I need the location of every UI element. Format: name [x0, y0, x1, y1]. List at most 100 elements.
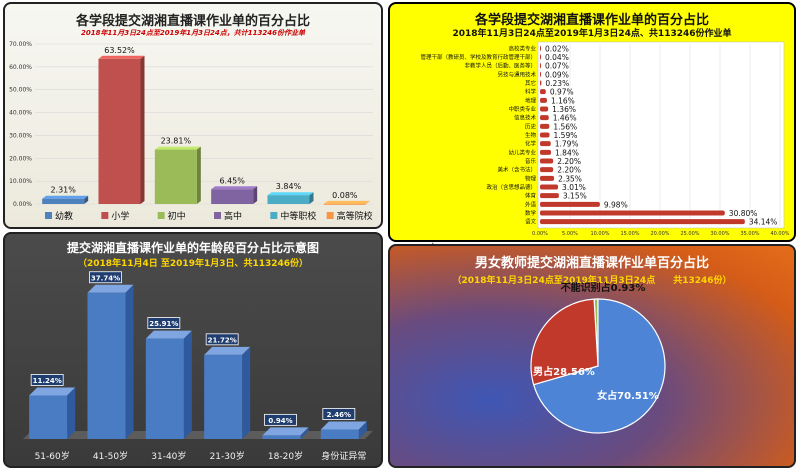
chart1-bar: [98, 58, 141, 204]
chart1-subtitle: 2018年11月3日24点至2019年1月3日24点，共计113246份作业单: [80, 29, 306, 37]
chart2-bar: [540, 115, 549, 121]
chart3-bar: [320, 429, 359, 439]
chart1-value-label: 2.31%: [50, 186, 76, 195]
chart2-bar: [540, 123, 550, 129]
chart2-bar: [540, 210, 725, 216]
chart1-bar: [323, 203, 366, 205]
chart3-value-label-box: [322, 408, 356, 420]
chart1-bar-top: [323, 200, 370, 204]
chart1-bar-side: [84, 195, 89, 204]
chart2-bar: [540, 149, 552, 155]
chart3-subtitle: （2018年11月4日 至2019年1月3日、共113246份）: [77, 259, 309, 269]
chart1-bar-side: [365, 200, 370, 204]
chart3-bar-side: [358, 421, 367, 439]
chart2-value-label: 1.36%: [552, 105, 576, 114]
chart1-bar: [211, 189, 254, 204]
chart1-bar-side: [196, 146, 201, 204]
chart2-bar: [540, 219, 745, 225]
chart2-bar: [540, 141, 551, 147]
education-stage-bar-chart-panel: 各学段提交湖湘直播课作业单的百分占比 2018年11月3日24点至2019年1月…: [3, 2, 383, 229]
chart1-bar-side: [253, 186, 258, 204]
chart2-value-label: 1.84%: [555, 148, 579, 157]
chart1-legend-label: 高中: [224, 210, 242, 222]
chart4-slice-label: 女占70.51%: [597, 389, 659, 402]
chart2-category-label: 地理: [525, 96, 537, 104]
chart3-plot: 11.24% 51-60岁 37.74% 41-50岁 25.91% 31-40岁 21.7…: [23, 271, 373, 462]
chart2-value-label: 2.20%: [557, 157, 581, 166]
chart2-x-tick-label: 20.00%: [650, 231, 669, 237]
chart3-category-label: 18-20岁: [268, 450, 303, 462]
chart2-value-label: 1.56%: [553, 122, 577, 131]
chart2-bar: [540, 167, 554, 173]
chart2-category-label: 美术（含书法）: [497, 166, 536, 174]
chart3-value-label: 11.24%: [33, 377, 62, 385]
chart2-x-tick-label: 5.00%: [562, 231, 578, 237]
chart2-category-label: 政治（含思想品德）: [486, 183, 536, 191]
chart3-bar-top: [145, 330, 192, 339]
chart2-x-tick-label: 10.00%: [590, 231, 609, 237]
chart3-value-label-box: [89, 271, 122, 284]
chart1-legend-label: 高等院校: [337, 210, 373, 222]
chart2-category-label: 中职类专业: [508, 105, 536, 113]
chart2-value-label: 3.15%: [563, 192, 587, 201]
chart3-bar-top: [262, 427, 309, 436]
chart1-bar-top: [211, 186, 258, 190]
chart1-bar: [267, 195, 310, 204]
chart3-value-label: 0.94%: [268, 417, 292, 425]
chart3-bar-side: [183, 330, 192, 439]
chart3-floor: [23, 431, 373, 439]
chart2-category-label: 信息技术: [514, 114, 537, 122]
chart2-bar: [540, 97, 547, 103]
chart2-category-label: 物理: [525, 174, 537, 182]
chart1-bar-top: [267, 192, 314, 196]
chart2-value-label: 34.14%: [749, 218, 778, 227]
chart3-title: 提交湖湘直播课作业单的年龄段百分占比示意图: [66, 241, 319, 255]
chart3-value-label: 21.72%: [208, 336, 237, 344]
chart2-plot: 0.00% 5.00% 10.00% 15.00% 20.00% 25.00% 30.00%…: [420, 41, 790, 237]
chart1-legend-swatch: [157, 212, 165, 219]
chart3-bar: [87, 292, 126, 439]
chart2-title: 各学段提交湖湘直播课作业单的百分占比: [474, 13, 709, 28]
chart1-legend-swatch: [270, 212, 278, 219]
chart4-plot: 女占70.51%男占28.56% 不能识别占0.93%: [530, 281, 666, 434]
chart3-value-label: 25.91%: [149, 320, 178, 328]
chart2-value-label: 9.98%: [604, 200, 628, 209]
age-group-bar-chart-panel: 提交湖湘直播课作业单的年龄段百分占比示意图 （2018年11月4日 至2019年…: [3, 232, 383, 468]
chart3-category-label: 51-60岁: [35, 450, 70, 462]
chart2-bar: [540, 54, 541, 60]
chart2-value-label: 1.59%: [554, 131, 578, 140]
chart1-bar-side: [140, 55, 145, 204]
chart4-subtitle: （2018年11月3日24点至2019年11月3日24点 共13246份）: [452, 276, 732, 286]
chart2-category-label: 非教学人员（后勤、医务等）: [464, 62, 536, 70]
chart3-category-label: 41-50岁: [93, 450, 128, 462]
chart2-bar: [540, 45, 541, 51]
chart2-value-label: 0.09%: [545, 70, 569, 79]
chart2-category-label: 语文: [525, 218, 537, 226]
chart2-bar: [540, 132, 550, 138]
chart4-title: 男女教师提交湖湘直播课作业单百分占比: [474, 256, 709, 271]
chart1-value-label: 63.52%: [104, 46, 135, 55]
chart1-legend-label: 初中: [168, 210, 186, 222]
chart1-y-tick-label: 50.00%: [9, 87, 32, 94]
chart2-plot-area: [537, 41, 785, 229]
chart3-bar-top: [204, 346, 251, 355]
chart2-value-label: 0.07%: [545, 62, 569, 71]
chart2-value-label: 0.04%: [545, 53, 569, 62]
chart3-bar: [204, 354, 243, 439]
chart2-x-tick-label: 15.00%: [620, 231, 639, 237]
chart4-slice-label: 不能识别占0.93%: [561, 281, 646, 294]
chart1-bar: [154, 149, 197, 204]
chart3-bar-side: [242, 346, 251, 439]
chart2-bar: [540, 158, 554, 164]
chart2-bar: [540, 193, 559, 199]
chart3-category-label: 31-40岁: [151, 450, 186, 462]
chart2-value-label: 30.80%: [729, 209, 758, 218]
chart1-plot: 0.00% 10.00% 20.00% 30.00% 40.00% 50.00% 60.00…: [9, 41, 373, 222]
chart1-y-tick-label: 30.00%: [9, 132, 32, 139]
chart3-value-label-box: [264, 413, 297, 426]
chart1-legend-label: 中等职校: [280, 210, 316, 222]
chart2-bar: [540, 201, 600, 207]
chart4-slice: [532, 298, 666, 434]
chart1-y-tick-label: 10.00%: [9, 178, 32, 185]
subject-horizontal-bar-chart-panel: 各学段提交湖湘直播课作业单的百分占比 2018年11月3日24点至2019年1月…: [388, 2, 796, 242]
